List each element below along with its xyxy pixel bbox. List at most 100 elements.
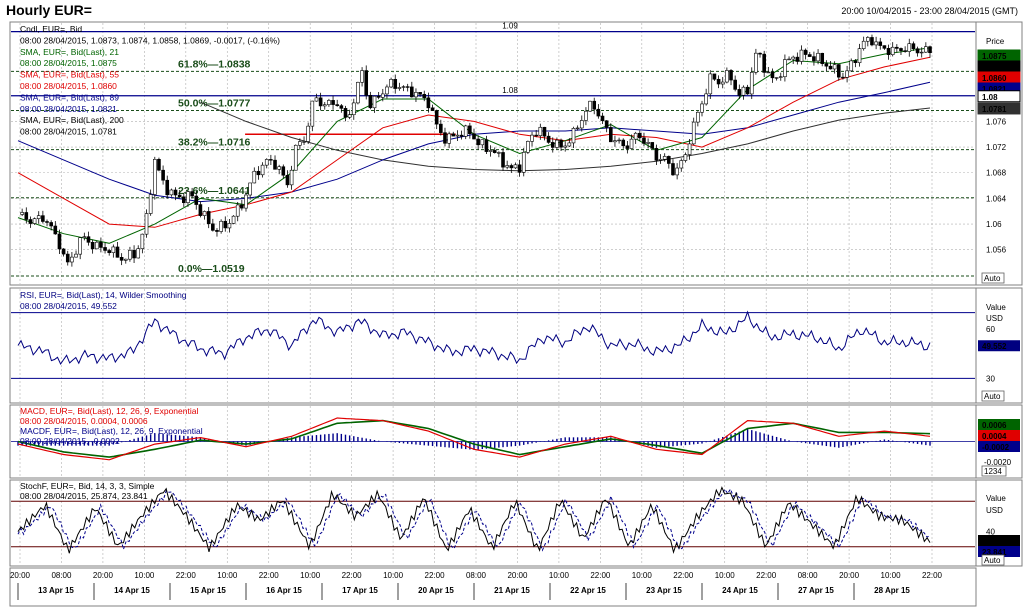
zoom-box[interactable] bbox=[981, 465, 1007, 477]
candle-body bbox=[161, 169, 165, 181]
candle-body bbox=[625, 145, 630, 149]
stoch-value-header: Value bbox=[986, 494, 1006, 503]
candle-body bbox=[600, 115, 605, 122]
candle-body bbox=[99, 241, 103, 248]
candle-body bbox=[866, 37, 870, 42]
candle-body bbox=[667, 156, 671, 164]
stoch-tag-label: 25.874 bbox=[982, 537, 1007, 546]
time-label: 10:00 bbox=[134, 571, 155, 580]
candle-body bbox=[331, 100, 335, 105]
fib-label: 61.8%—1.0838 bbox=[178, 58, 251, 70]
price-tick: 1.072 bbox=[986, 143, 1007, 152]
price-legend: SMA, EUR=, Bid(Last), 89 bbox=[20, 92, 119, 102]
candle-body bbox=[28, 219, 33, 224]
candle-body bbox=[70, 256, 74, 263]
candle-body bbox=[799, 49, 804, 62]
candle-body bbox=[202, 211, 207, 216]
price-tag-label: 1.08 bbox=[982, 93, 998, 102]
candle-body bbox=[347, 114, 352, 118]
rsi-panel[interactable] bbox=[11, 310, 975, 379]
price-panel[interactable]: 61.8%—1.083850.0%—1.077738.2%—1.071623.6… bbox=[11, 22, 975, 277]
candle-body bbox=[733, 79, 737, 90]
candle-body bbox=[803, 49, 808, 55]
price-tick: 1.076 bbox=[986, 117, 1007, 126]
candle-body bbox=[874, 41, 878, 46]
candle-body bbox=[422, 94, 427, 99]
rsi-usd: USD bbox=[986, 314, 1003, 323]
candle-body bbox=[807, 54, 812, 57]
macd-legend: 08:00 28/04/2015, -0.0002 bbox=[20, 436, 120, 446]
panel-frame bbox=[9, 21, 977, 286]
candle-body bbox=[169, 189, 174, 196]
candle-body bbox=[78, 237, 82, 255]
candle-body bbox=[430, 107, 435, 111]
time-label: 10:00 bbox=[881, 571, 902, 580]
candle-body bbox=[687, 143, 692, 155]
candle-body bbox=[882, 45, 887, 49]
zoom-label: 1234 bbox=[984, 467, 1002, 476]
candle-body bbox=[638, 132, 642, 139]
candle-body bbox=[468, 125, 472, 134]
candle-body bbox=[82, 236, 87, 238]
candle-body bbox=[816, 52, 820, 62]
time-label: 20:00 bbox=[10, 571, 31, 580]
candle-body bbox=[231, 215, 236, 224]
price-tick: 1.06 bbox=[986, 220, 1002, 229]
candle-body bbox=[679, 160, 684, 169]
candle-body bbox=[849, 60, 854, 72]
stoch-tick: 40 bbox=[986, 528, 995, 537]
candle-body bbox=[302, 141, 306, 143]
rsi-legend: 08:00 28/04/2015, 49.552 bbox=[20, 301, 117, 311]
candle-body bbox=[380, 93, 385, 98]
candle-body bbox=[306, 125, 310, 142]
time-label: 22:00 bbox=[922, 571, 943, 580]
auto-button[interactable] bbox=[981, 554, 1005, 566]
candle-body bbox=[608, 127, 613, 143]
macd-tag-label: 0.0004 bbox=[982, 432, 1007, 441]
candle-body bbox=[459, 134, 464, 137]
candle-body bbox=[389, 79, 393, 88]
day-label: 17 Apr 15 bbox=[342, 586, 378, 595]
candle-body bbox=[343, 108, 348, 118]
candle-body bbox=[492, 150, 497, 153]
candle-body bbox=[248, 182, 252, 196]
candle-body bbox=[762, 53, 766, 73]
candle-body bbox=[32, 218, 37, 224]
auto-button[interactable] bbox=[981, 390, 1005, 402]
candle-body bbox=[351, 102, 356, 116]
candle-body bbox=[90, 242, 95, 250]
price-tick: 1.056 bbox=[986, 246, 1007, 255]
candle-body bbox=[886, 48, 891, 55]
candle-body bbox=[418, 92, 422, 95]
stoch-tag bbox=[978, 535, 1020, 546]
day-label: 24 Apr 15 bbox=[722, 586, 758, 595]
candle-body bbox=[144, 213, 149, 235]
rsi-tick: 30 bbox=[986, 374, 995, 383]
grid-lines bbox=[11, 23, 975, 565]
candle-body bbox=[550, 142, 555, 148]
auto-button[interactable] bbox=[981, 272, 1005, 284]
candle-body bbox=[252, 170, 257, 184]
level-label: 1.08 bbox=[502, 86, 518, 95]
candle-body bbox=[890, 46, 895, 55]
time-label: 20:00 bbox=[93, 571, 114, 580]
candle-body bbox=[696, 111, 700, 123]
price-legend: 08:00 28/04/2015, 1.0875 bbox=[20, 58, 117, 68]
candle-body bbox=[173, 189, 178, 196]
candle-body bbox=[289, 169, 294, 186]
day-label: 22 Apr 15 bbox=[570, 586, 606, 595]
stoch-panel[interactable] bbox=[11, 486, 975, 555]
candle-body bbox=[439, 123, 443, 133]
time-label: 22:00 bbox=[673, 571, 694, 580]
macd-panel[interactable] bbox=[11, 417, 975, 461]
candle-body bbox=[534, 134, 538, 137]
candle-body bbox=[136, 248, 141, 259]
candle-body bbox=[277, 166, 281, 170]
candle-body bbox=[480, 139, 485, 146]
candle-body bbox=[783, 59, 787, 78]
candle-body bbox=[899, 48, 903, 51]
macd-tick: -0.0020 bbox=[984, 458, 1012, 467]
candle-body bbox=[115, 246, 120, 258]
candle-body bbox=[774, 77, 779, 79]
